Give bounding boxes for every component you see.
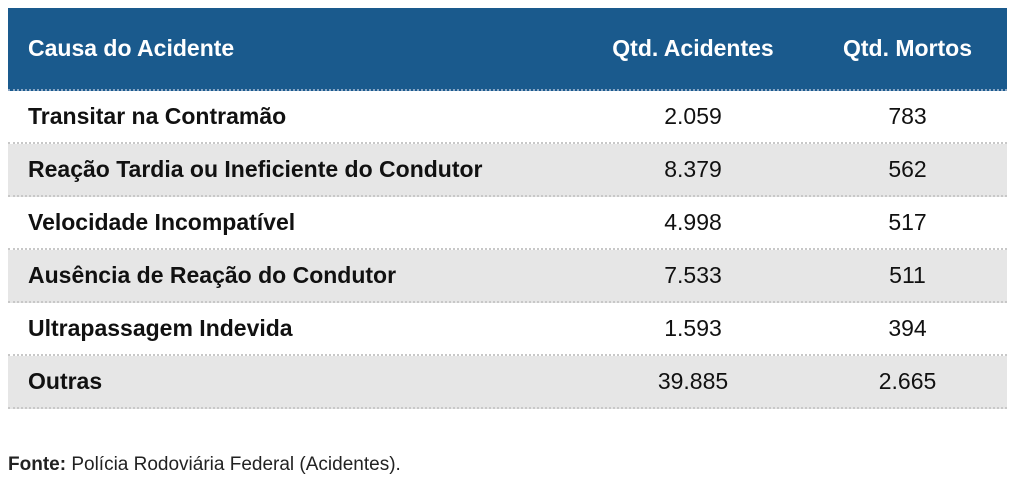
accidents-cell: 39.885 — [657, 368, 729, 394]
deaths-cell: 511 — [889, 262, 926, 288]
table-header: Causa do Acidente Qtd. Acidentes Qtd. Mo… — [8, 8, 1007, 91]
cause-cell: Outras — [28, 368, 103, 394]
table-row: Velocidade Incompatível 4.998 517 — [8, 197, 1007, 250]
accidents-cell: 4.998 — [664, 209, 722, 235]
header-deaths: Qtd. Mortos — [842, 35, 973, 61]
cause-cell: Reação Tardia ou Ineficiente do Condutor — [28, 156, 483, 182]
accidents-cell: 7.533 — [664, 262, 722, 288]
accidents-cell: 8.379 — [664, 156, 722, 182]
source-note: Fonte: Polícia Rodoviária Federal (Acide… — [8, 454, 401, 476]
deaths-cell: 394 — [888, 315, 927, 341]
header-cause: Causa do Acidente — [28, 35, 235, 61]
table-row: Outras 39.885 2.665 — [8, 356, 1007, 409]
header-accidents: Qtd. Acidentes — [612, 35, 774, 61]
deaths-cell: 517 — [888, 209, 927, 235]
table-row: Reação Tardia ou Ineficiente do Condutor… — [8, 144, 1007, 197]
cause-cell: Transitar na Contramão — [28, 103, 287, 129]
table-row: Transitar na Contramão 2.059 783 — [8, 91, 1007, 144]
source-text: Polícia Rodoviária Federal (Acidentes). — [66, 454, 401, 475]
cause-cell: Velocidade Incompatível — [28, 209, 296, 235]
deaths-cell: 783 — [888, 103, 927, 129]
table-row: Ausência de Reação do Condutor 7.533 511 — [8, 250, 1007, 303]
cause-cell: Ultrapassagem Indevida — [28, 315, 293, 341]
deaths-cell: 562 — [888, 156, 927, 182]
table-row: Ultrapassagem Indevida 1.593 394 — [8, 303, 1007, 356]
source-label: Fonte: — [8, 454, 67, 475]
accident-causes-table: Causa do Acidente Qtd. Acidentes Qtd. Mo… — [8, 8, 1007, 409]
accidents-cell: 2.059 — [664, 103, 722, 129]
cause-cell: Ausência de Reação do Condutor — [28, 262, 397, 288]
accidents-cell: 1.593 — [664, 315, 722, 341]
deaths-cell: 2.665 — [878, 368, 937, 394]
